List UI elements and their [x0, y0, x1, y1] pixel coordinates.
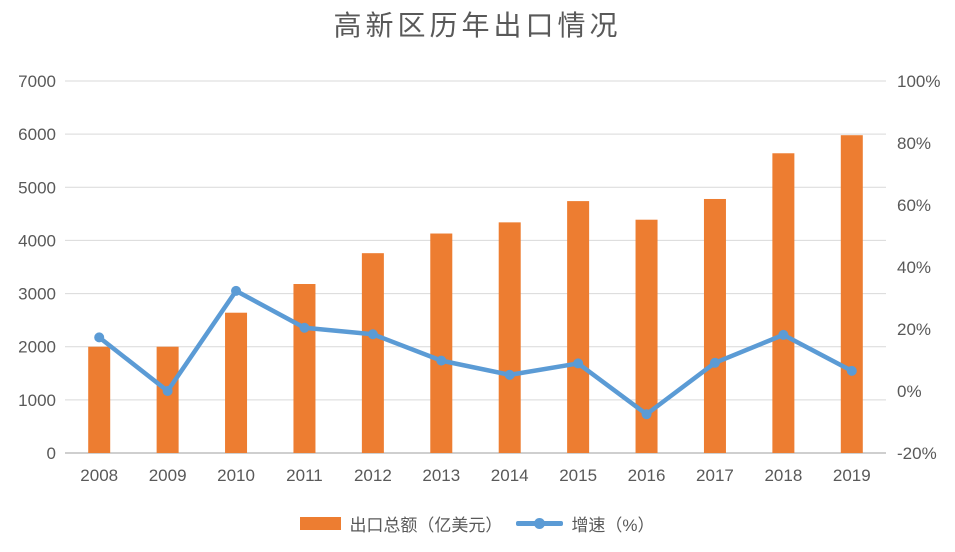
export-bar: [293, 284, 316, 453]
export-bar: [498, 222, 521, 453]
x-axis-category-label: 2012: [354, 466, 392, 485]
right-axis-tick-label: 20%: [897, 320, 931, 339]
export-bar: [567, 201, 590, 453]
x-axis-category-label: 2016: [628, 466, 666, 485]
right-axis-tick-label: 60%: [897, 196, 931, 215]
legend-label-exports: 出口总额（亿美元）: [349, 516, 503, 535]
left-axis-tick-label: 1000: [18, 391, 56, 410]
legend-label-growth: 增速（%）: [571, 516, 655, 535]
right-axis-tick-label: -20%: [897, 444, 937, 463]
x-axis-category-label: 2011: [286, 466, 323, 485]
bar-series-swatch-icon: [300, 517, 342, 530]
growth-line-marker: [573, 358, 584, 369]
x-axis-category-label: 2018: [764, 466, 802, 485]
line-marker-dot-icon: [534, 518, 546, 529]
x-axis-category-label: 2014: [491, 466, 529, 485]
right-axis-tick-label: 100%: [897, 72, 940, 91]
legend-item-exports: 出口总额（亿美元）: [300, 511, 502, 536]
growth-line-marker: [299, 322, 310, 333]
growth-line-marker: [162, 386, 173, 396]
growth-line-marker: [778, 329, 789, 340]
left-axis-tick-label: 5000: [18, 178, 56, 197]
export-bar: [703, 198, 726, 453]
export-bar: [156, 346, 179, 453]
x-axis-category-label: 2010: [217, 466, 255, 485]
legend: 出口总额（亿美元） 增速（%）: [0, 511, 955, 536]
left-axis-tick-label: 7000: [18, 72, 56, 91]
export-bar: [635, 219, 658, 453]
x-axis-category-label: 2013: [422, 466, 460, 485]
growth-line-marker: [367, 329, 378, 340]
export-bar: [88, 346, 111, 453]
export-bar: [361, 253, 384, 453]
left-axis-tick-label: 4000: [18, 231, 56, 250]
x-axis-category-label: 2017: [696, 466, 734, 485]
right-axis-tick-label: 80%: [897, 134, 931, 153]
export-bar: [430, 233, 453, 453]
x-axis-category-label: 2008: [80, 466, 118, 485]
export-bar: [840, 135, 863, 453]
growth-line: [96, 288, 855, 417]
growth-line-marker: [436, 355, 447, 366]
left-axis-tick-label: 0: [47, 444, 56, 463]
export-bar: [225, 312, 248, 453]
right-axis-tick-label: 0%: [897, 382, 922, 401]
x-axis-category-label: 2015: [559, 466, 597, 485]
x-axis-category-label: 2019: [833, 466, 871, 485]
chart-title: 高新区历年出口情况: [333, 11, 622, 42]
growth-line-marker: [94, 332, 105, 343]
right-axis-tick-label: 40%: [897, 258, 931, 277]
growth-line-marker: [504, 369, 515, 380]
left-axis-tick-label: 2000: [18, 338, 56, 357]
export-bar: [772, 153, 795, 453]
left-axis-tick-label: 3000: [18, 285, 56, 304]
line-series-swatch-icon: [516, 518, 564, 529]
legend-item-growth: 增速（%）: [516, 511, 655, 536]
growth-line-marker: [641, 409, 652, 420]
x-axis-category-label: 2009: [149, 466, 187, 485]
growth-line-marker: [846, 365, 857, 376]
left-axis-tick-label: 6000: [18, 125, 56, 144]
growth-line-marker: [709, 357, 720, 368]
growth-line-marker: [231, 285, 242, 296]
